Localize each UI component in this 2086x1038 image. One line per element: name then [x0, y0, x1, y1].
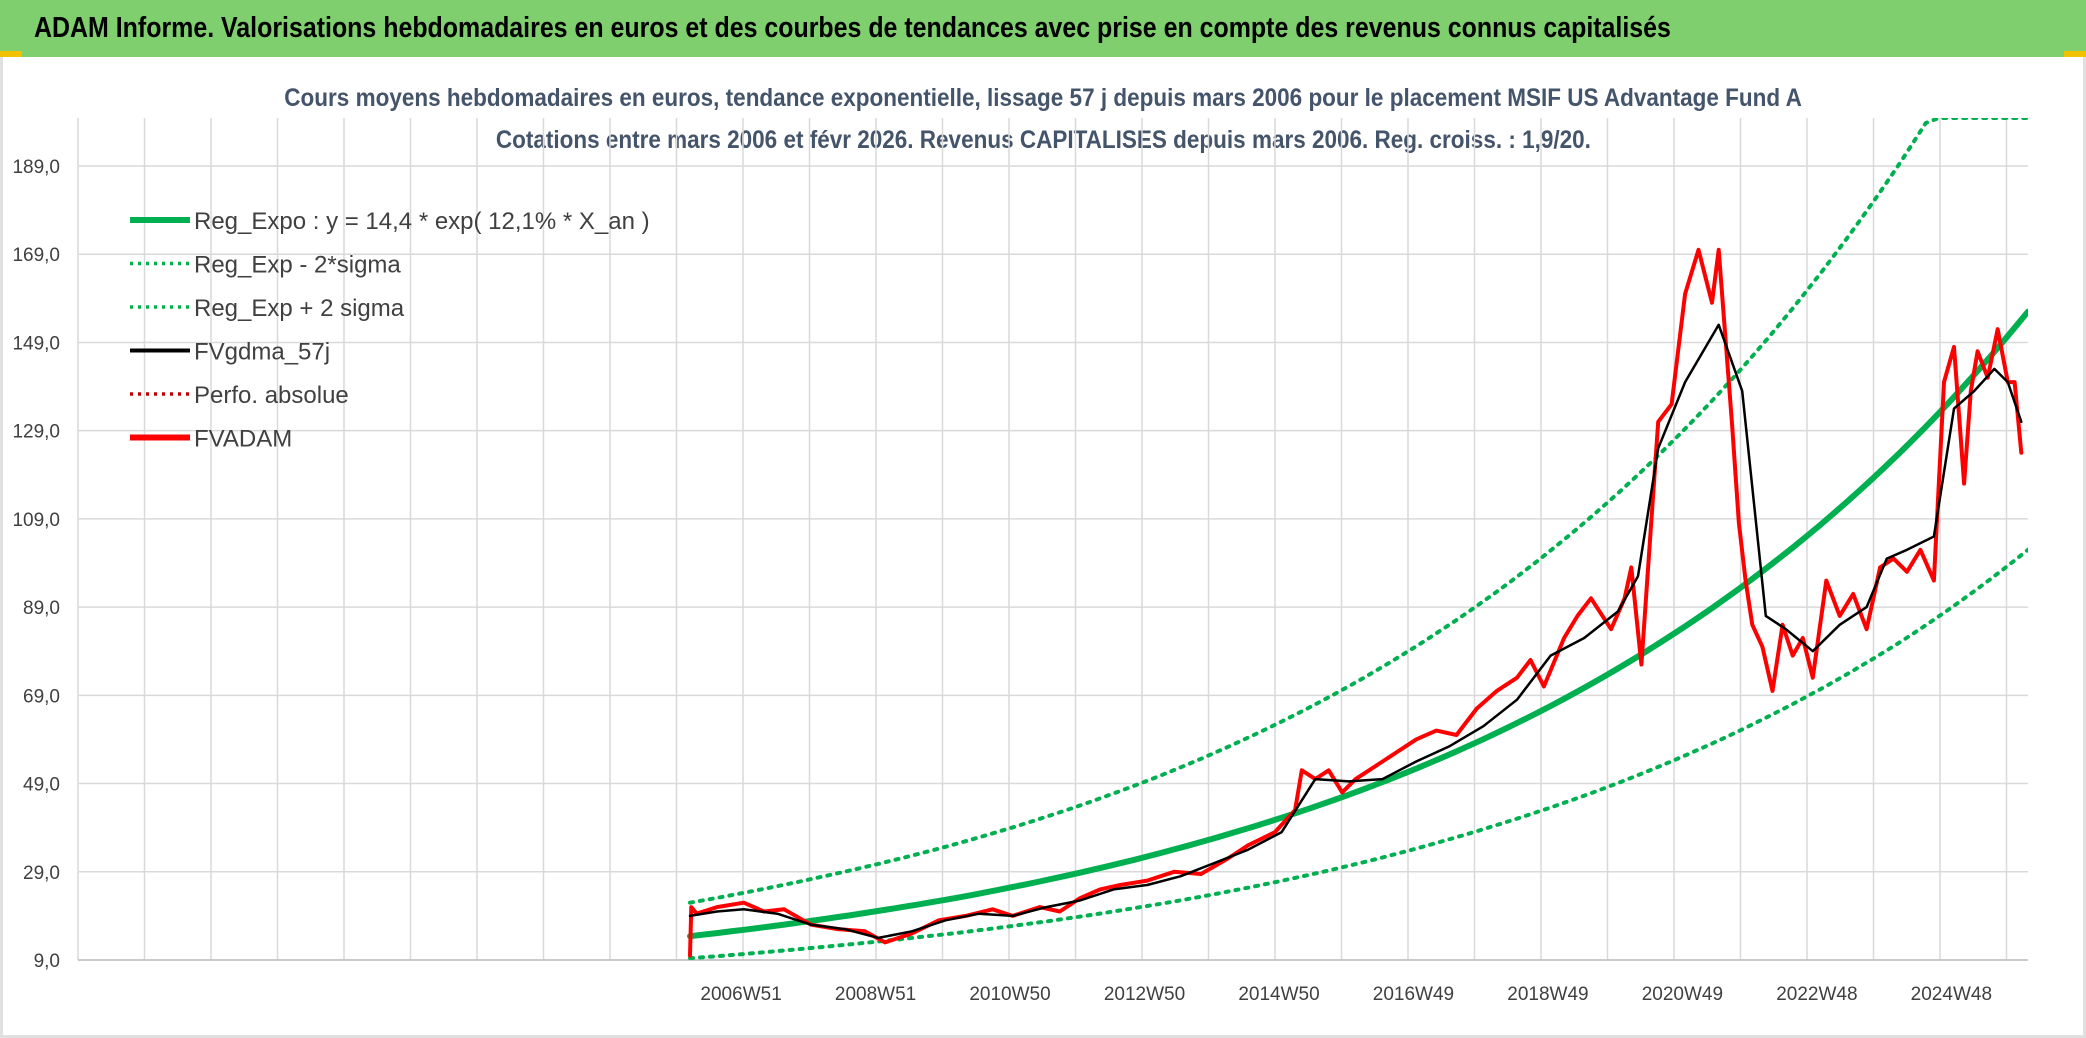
x-tick-label: 2016W49	[1373, 984, 1454, 1005]
x-tick-label: 2024W48	[1911, 984, 1992, 1005]
x-tick-label: 2010W50	[969, 984, 1050, 1005]
y-tick-label: 129,0	[12, 422, 60, 443]
y-tick-label: 69,0	[23, 686, 60, 707]
series-fvgdma-57j	[688, 323, 2023, 940]
x-tick-label: 2014W50	[1238, 984, 1319, 1005]
series-reg-exp-minus-2sigma	[688, 547, 2028, 960]
legend-label: Perfo. absolue	[194, 382, 349, 409]
y-tick-label: 9,0	[34, 951, 60, 972]
legend-label: FVgdma_57j	[194, 339, 330, 366]
legend-label: Reg_Exp + 2 sigma	[194, 295, 405, 322]
legend-label: Reg_Expo : y = 14,4 * exp( 12,1% * X_an …	[194, 208, 650, 235]
y-tick-label: 49,0	[23, 775, 60, 796]
chart-title: Cours moyens hebdomadaires en euros, ten…	[284, 84, 1802, 112]
legend-label: FVADAM	[194, 426, 292, 453]
report-title: ADAM Informe. Valorisations hebdomadaire…	[34, 12, 1671, 44]
report-header: ADAM Informe. Valorisations hebdomadaire…	[0, 0, 2086, 57]
x-tick-label: 2020W49	[1642, 984, 1723, 1005]
x-tick-label: 2006W51	[700, 984, 781, 1005]
x-tick-label: 2012W50	[1104, 984, 1185, 1005]
y-tick-label: 189,0	[12, 157, 60, 178]
series-fvadam	[688, 247, 2024, 958]
series-reg-exp-plus-2sigma	[688, 118, 2028, 905]
header-accent-right	[2064, 51, 2086, 57]
y-tick-label: 109,0	[12, 510, 60, 531]
legend-label: Reg_Exp - 2*sigma	[194, 252, 401, 279]
x-tick-label: 2022W48	[1776, 984, 1857, 1005]
y-tick-label: 29,0	[23, 863, 60, 884]
x-tick-label: 2008W51	[835, 984, 916, 1005]
y-tick-label: 149,0	[12, 333, 60, 354]
header-accent-left	[0, 51, 22, 57]
y-tick-label: 89,0	[23, 598, 60, 619]
series-reg-expo	[687, 308, 2028, 940]
x-tick-label: 2018W49	[1507, 984, 1588, 1005]
y-tick-label: 169,0	[12, 245, 60, 266]
